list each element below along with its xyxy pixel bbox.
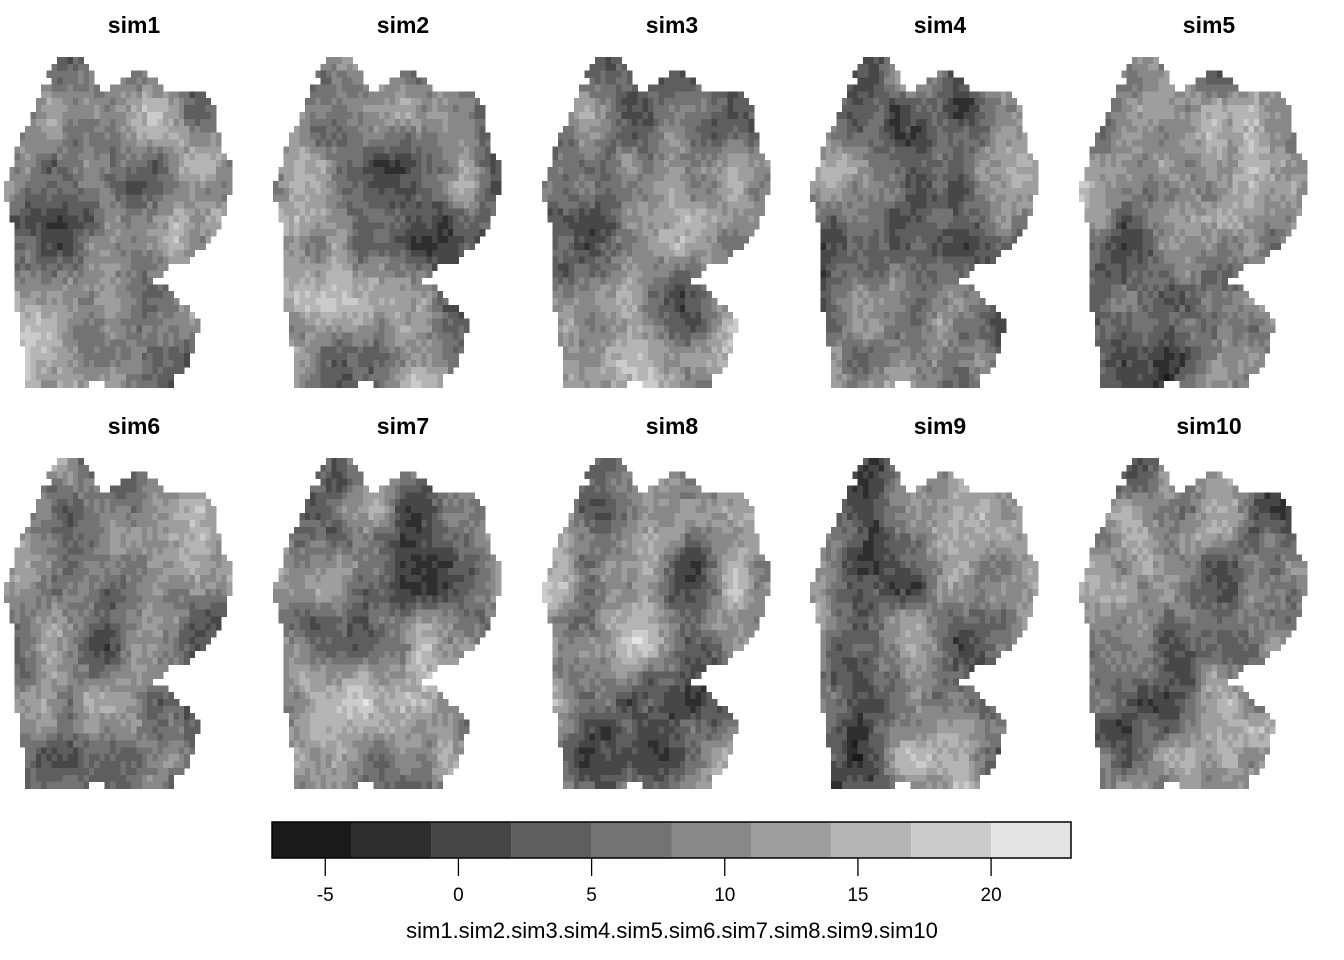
color-legend: -5 0 5 10 15 20 bbox=[271, 821, 1072, 906]
raster-map bbox=[273, 56, 502, 389]
panel-title: sim4 bbox=[913, 12, 967, 38]
map-panel-sim5: sim5 bbox=[1075, 0, 1343, 400]
map-panel-sim2: sim2 bbox=[269, 0, 537, 400]
panel-title: sim8 bbox=[645, 413, 699, 439]
raster-map bbox=[810, 56, 1039, 389]
legend-swatch bbox=[831, 822, 912, 858]
panel-title: sim6 bbox=[107, 413, 161, 439]
panel-title: sim1 bbox=[107, 12, 161, 38]
panel-title: sim7 bbox=[376, 413, 430, 439]
panel-title: sim3 bbox=[645, 12, 699, 38]
raster-map bbox=[273, 457, 502, 790]
legend-border bbox=[271, 821, 1072, 859]
panel-title: sim5 bbox=[1182, 12, 1236, 38]
panel-title: sim9 bbox=[913, 413, 967, 439]
map-panel-sim6: sim6 bbox=[0, 401, 268, 801]
raster-map bbox=[4, 56, 233, 389]
map-panel-sim9: sim9 bbox=[806, 401, 1074, 801]
map-panel-sim4: sim4 bbox=[806, 0, 1074, 400]
map-panel-sim3: sim3 bbox=[538, 0, 806, 400]
legend-swatch bbox=[272, 822, 352, 858]
raster-map bbox=[1079, 56, 1308, 389]
legend-tick-label: 10 bbox=[714, 885, 735, 906]
panel-title: sim2 bbox=[376, 12, 430, 38]
legend-tick-label: 20 bbox=[981, 885, 1002, 906]
map-panel-sim8: sim8 bbox=[538, 401, 806, 801]
legend-title: sim1.sim2.sim3.sim4.sim5.sim6.sim7.sim8.… bbox=[406, 918, 938, 943]
raster-map bbox=[1079, 457, 1308, 790]
map-panel-sim1: sim1 bbox=[0, 0, 268, 400]
legend-swatch bbox=[591, 822, 672, 858]
legend-swatch bbox=[511, 822, 592, 858]
raster-map bbox=[4, 457, 233, 790]
panel-title: sim10 bbox=[1176, 413, 1242, 439]
legend-swatch bbox=[991, 822, 1071, 858]
legend-tick-label: 5 bbox=[586, 885, 597, 906]
map-panel-sim7: sim7 bbox=[269, 401, 537, 801]
raster-map bbox=[542, 457, 771, 790]
legend-tick-label: 15 bbox=[847, 885, 868, 906]
raster-map bbox=[542, 56, 771, 389]
legend-swatch bbox=[911, 822, 992, 858]
legend-swatch bbox=[751, 822, 832, 858]
legend-tick-label: -5 bbox=[317, 885, 334, 906]
legend-swatch bbox=[351, 822, 432, 858]
legend-swatch bbox=[431, 822, 512, 858]
map-panel-sim10: sim10 bbox=[1075, 401, 1343, 801]
raster-map bbox=[810, 457, 1039, 790]
legend-tick-label: 0 bbox=[453, 885, 464, 906]
legend-swatch bbox=[671, 822, 752, 858]
